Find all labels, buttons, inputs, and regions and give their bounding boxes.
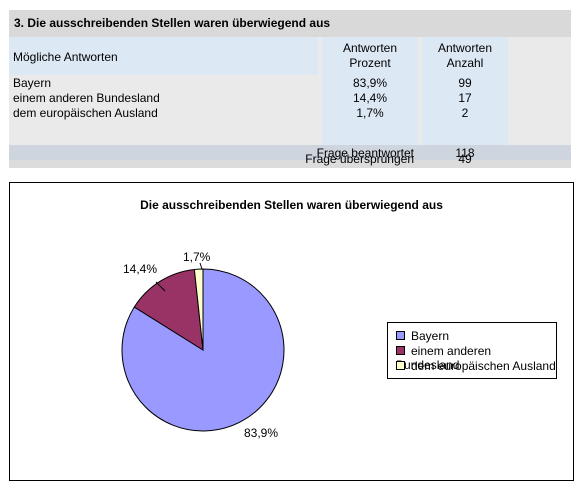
leader-line-ausland — [199, 262, 203, 270]
row-label-ausland: dem europäischen Ausland — [13, 106, 158, 120]
survey-results-table: 3. Die ausschreibenden Stellen waren übe… — [9, 10, 571, 168]
answered-value: 118 — [455, 146, 475, 160]
answers-column-header: Mögliche Antworten — [13, 50, 118, 64]
legend-swatch-bundesland — [396, 346, 405, 355]
answers-column-header-bg — [9, 37, 318, 75]
leader-line-bundesland — [155, 281, 166, 292]
legend-swatch-bayern — [396, 331, 405, 340]
legend-item-bundesland: einem anderen Bundesland — [396, 344, 556, 372]
pie-slice-bundesland — [133, 268, 204, 351]
percent-column-header-line2: Prozent — [349, 56, 391, 70]
table-header-row: Mögliche Antworten Antworten Prozent Ant… — [9, 37, 571, 75]
skipped-row — [9, 160, 571, 168]
legend-swatch-ausland — [396, 361, 405, 370]
slice-label-bayern: 83,9% — [244, 426, 279, 440]
legend-label-bundesland: einem anderen Bundesland — [396, 344, 492, 372]
row-label-bayern: Bayern — [13, 76, 52, 90]
count-column-header-line2: Anzahl — [446, 56, 484, 70]
row-count-bundesland: 17 — [458, 91, 472, 105]
count-column-header-line1: Antworten — [437, 41, 493, 55]
legend-item-bayern: Bayern — [396, 329, 449, 343]
pie-slice-ausland — [193, 268, 204, 351]
slice-label-ausland: 1,7% — [183, 250, 211, 264]
row-percent-ausland: 1,7% — [356, 106, 384, 120]
count-column-bg — [422, 75, 508, 145]
slice-label-bundesland: 14,4% — [123, 262, 158, 276]
percent-column-bg — [322, 75, 418, 145]
answered-label: Frage beantwortet — [316, 146, 414, 160]
question-header: 3. Die ausschreibenden Stellen waren übe… — [9, 10, 571, 37]
row-count-bayern: 99 — [458, 76, 472, 90]
row-percent-bundesland: 14,4% — [352, 91, 388, 105]
pie-chart: Die ausschreibenden Stellen waren überwi… — [9, 182, 574, 481]
pie-chart-plot — [121, 262, 285, 432]
percent-column-header-bg — [322, 37, 418, 75]
legend-label-ausland: dem europäischen Ausland — [411, 359, 556, 373]
row-percent-bayern: 83,9% — [352, 76, 388, 90]
question-title: 3. Die ausschreibenden Stellen waren übe… — [14, 16, 331, 30]
row-label-bundesland: einem anderen Bundesland — [13, 91, 160, 105]
skipped-value: 49 — [458, 152, 472, 166]
count-column-header-bg — [422, 37, 508, 75]
legend-label-bayern: Bayern — [411, 329, 450, 343]
row-count-ausland: 2 — [461, 106, 469, 120]
percent-column-header-line1: Antworten — [342, 41, 398, 55]
chart-title: Die ausschreibenden Stellen waren überwi… — [140, 198, 443, 212]
skipped-label: Frage übersprungen — [305, 152, 414, 166]
chart-legend: Bayern einem anderen Bundesland dem euro… — [387, 322, 557, 379]
answered-row: Frage beantwortet 118 — [9, 145, 571, 160]
table-body: Bayern 83,9% 99 einem anderen Bundesland… — [9, 75, 571, 145]
legend-item-ausland: dem europäischen Ausland — [396, 359, 556, 373]
